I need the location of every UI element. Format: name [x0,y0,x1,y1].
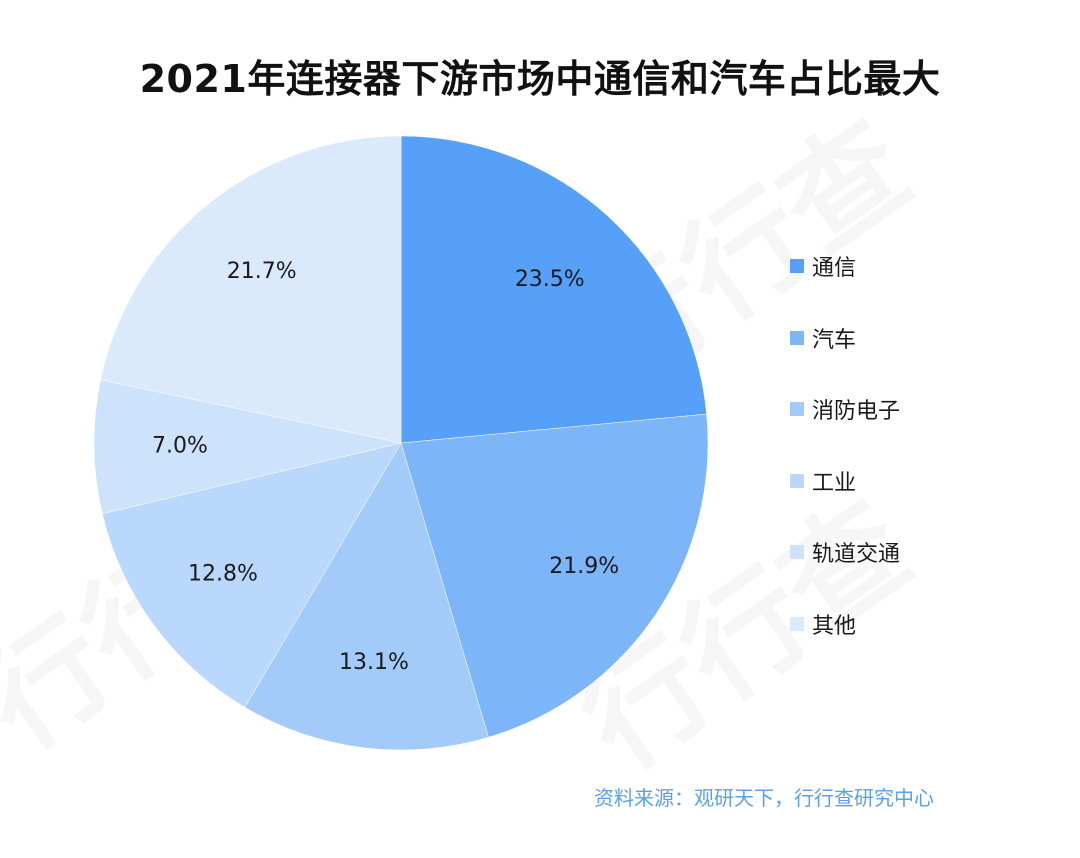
legend-label: 汽车 [812,327,857,353]
legend-swatch [790,616,804,631]
legend-swatch [790,330,804,345]
legend-swatch [790,402,804,416]
pie-slices [93,135,709,751]
legend-label: 工业 [812,470,857,496]
legend-swatch [790,259,804,273]
legend-swatch [790,545,804,559]
slice-value-label: 7.0% [152,433,208,458]
legend-label: 其他 [812,613,857,639]
slice-value-label: 21.7% [227,259,297,284]
legend-label: 轨道交通 [812,542,901,567]
pie-slice [101,442,402,708]
chart-title: 2021年连接器下游市场中通信和汽车占比最大 [139,57,941,101]
legend-item: 工业 [790,463,900,499]
legend-item: 消防电子 [790,391,900,427]
legend-swatch [790,473,804,488]
slice-value-label: 23.5% [515,267,585,292]
slice-value-label: 21.9% [549,554,619,579]
legend-item: 轨道交通 [790,534,900,570]
legend-item: 汽车 [790,320,900,356]
pie-slice [400,413,709,738]
legend-label: 消防电子 [812,399,901,424]
pie-slice [244,442,489,751]
slice-value-label: 13.1% [339,650,409,675]
pie-slice [400,135,707,444]
pie-slice [100,135,402,444]
legend-label: 通信 [812,256,857,281]
legend: 通信 汽车 消防电子 工业 轨道交通 其他 [790,248,900,677]
slice-value-label: 12.8% [188,562,258,587]
pie-labels: 23.5% 21.9% 13.1% 12.8% 7.0% 21.7% [152,259,619,675]
legend-item: 通信 [790,248,900,284]
pie-slice [93,379,402,515]
source-note: 资料来源：观研天下，行行查研究中心 [594,786,934,810]
legend-item: 其他 [790,606,900,642]
